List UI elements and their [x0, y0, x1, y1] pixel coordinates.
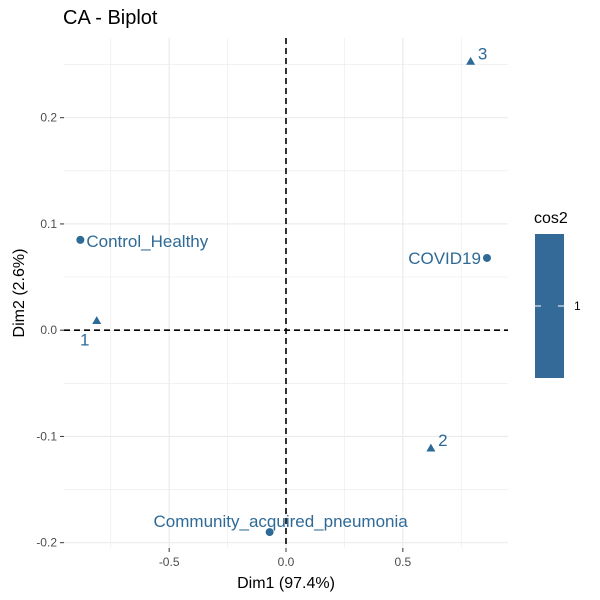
point-label-COVID19: COVID19 [408, 249, 481, 268]
y-tick-label: -0.1 [36, 429, 57, 443]
x-tick-label: 0.0 [278, 555, 295, 569]
y-tick-label: 0.0 [40, 323, 57, 337]
point-label-Community_acquired_pneumonia: Community_acquired_pneumonia [154, 512, 409, 531]
x-tick-label: 0.5 [394, 555, 411, 569]
x-tick-label: -0.5 [159, 555, 180, 569]
reference-lines [64, 38, 508, 548]
point-label-2: 2 [438, 431, 447, 450]
legend: cos2 1 [534, 210, 581, 378]
point-3 [466, 56, 476, 65]
chart-title: CA - Biplot [63, 7, 158, 29]
point-label-1: 1 [80, 331, 89, 350]
y-tick-label: 0.2 [40, 111, 57, 125]
y-tick-label: -0.2 [36, 536, 57, 550]
y-axis-title: Dim2 (2.6%) [11, 249, 28, 338]
point-label-Control_Healthy: Control_Healthy [86, 232, 208, 251]
point-Control_Healthy [76, 235, 85, 244]
axes: -0.5 0.0 0.5 -0.2 -0.1 0.0 0.1 0.2 [36, 111, 411, 569]
y-tick-label: 0.1 [40, 217, 57, 231]
point-label-3: 3 [478, 44, 487, 63]
point-1 [92, 316, 102, 324]
data-points [76, 56, 491, 537]
point-2 [426, 443, 436, 452]
point-Community_acquired_pneumonia [265, 528, 274, 537]
legend-title: cos2 [534, 210, 568, 227]
x-axis-title: Dim1 (97.4%) [237, 575, 335, 592]
point-COVID19 [482, 253, 491, 262]
legend-label: 1 [574, 299, 581, 313]
point-labels: Control_Healthy COVID19 Community_acquired… [80, 44, 487, 531]
